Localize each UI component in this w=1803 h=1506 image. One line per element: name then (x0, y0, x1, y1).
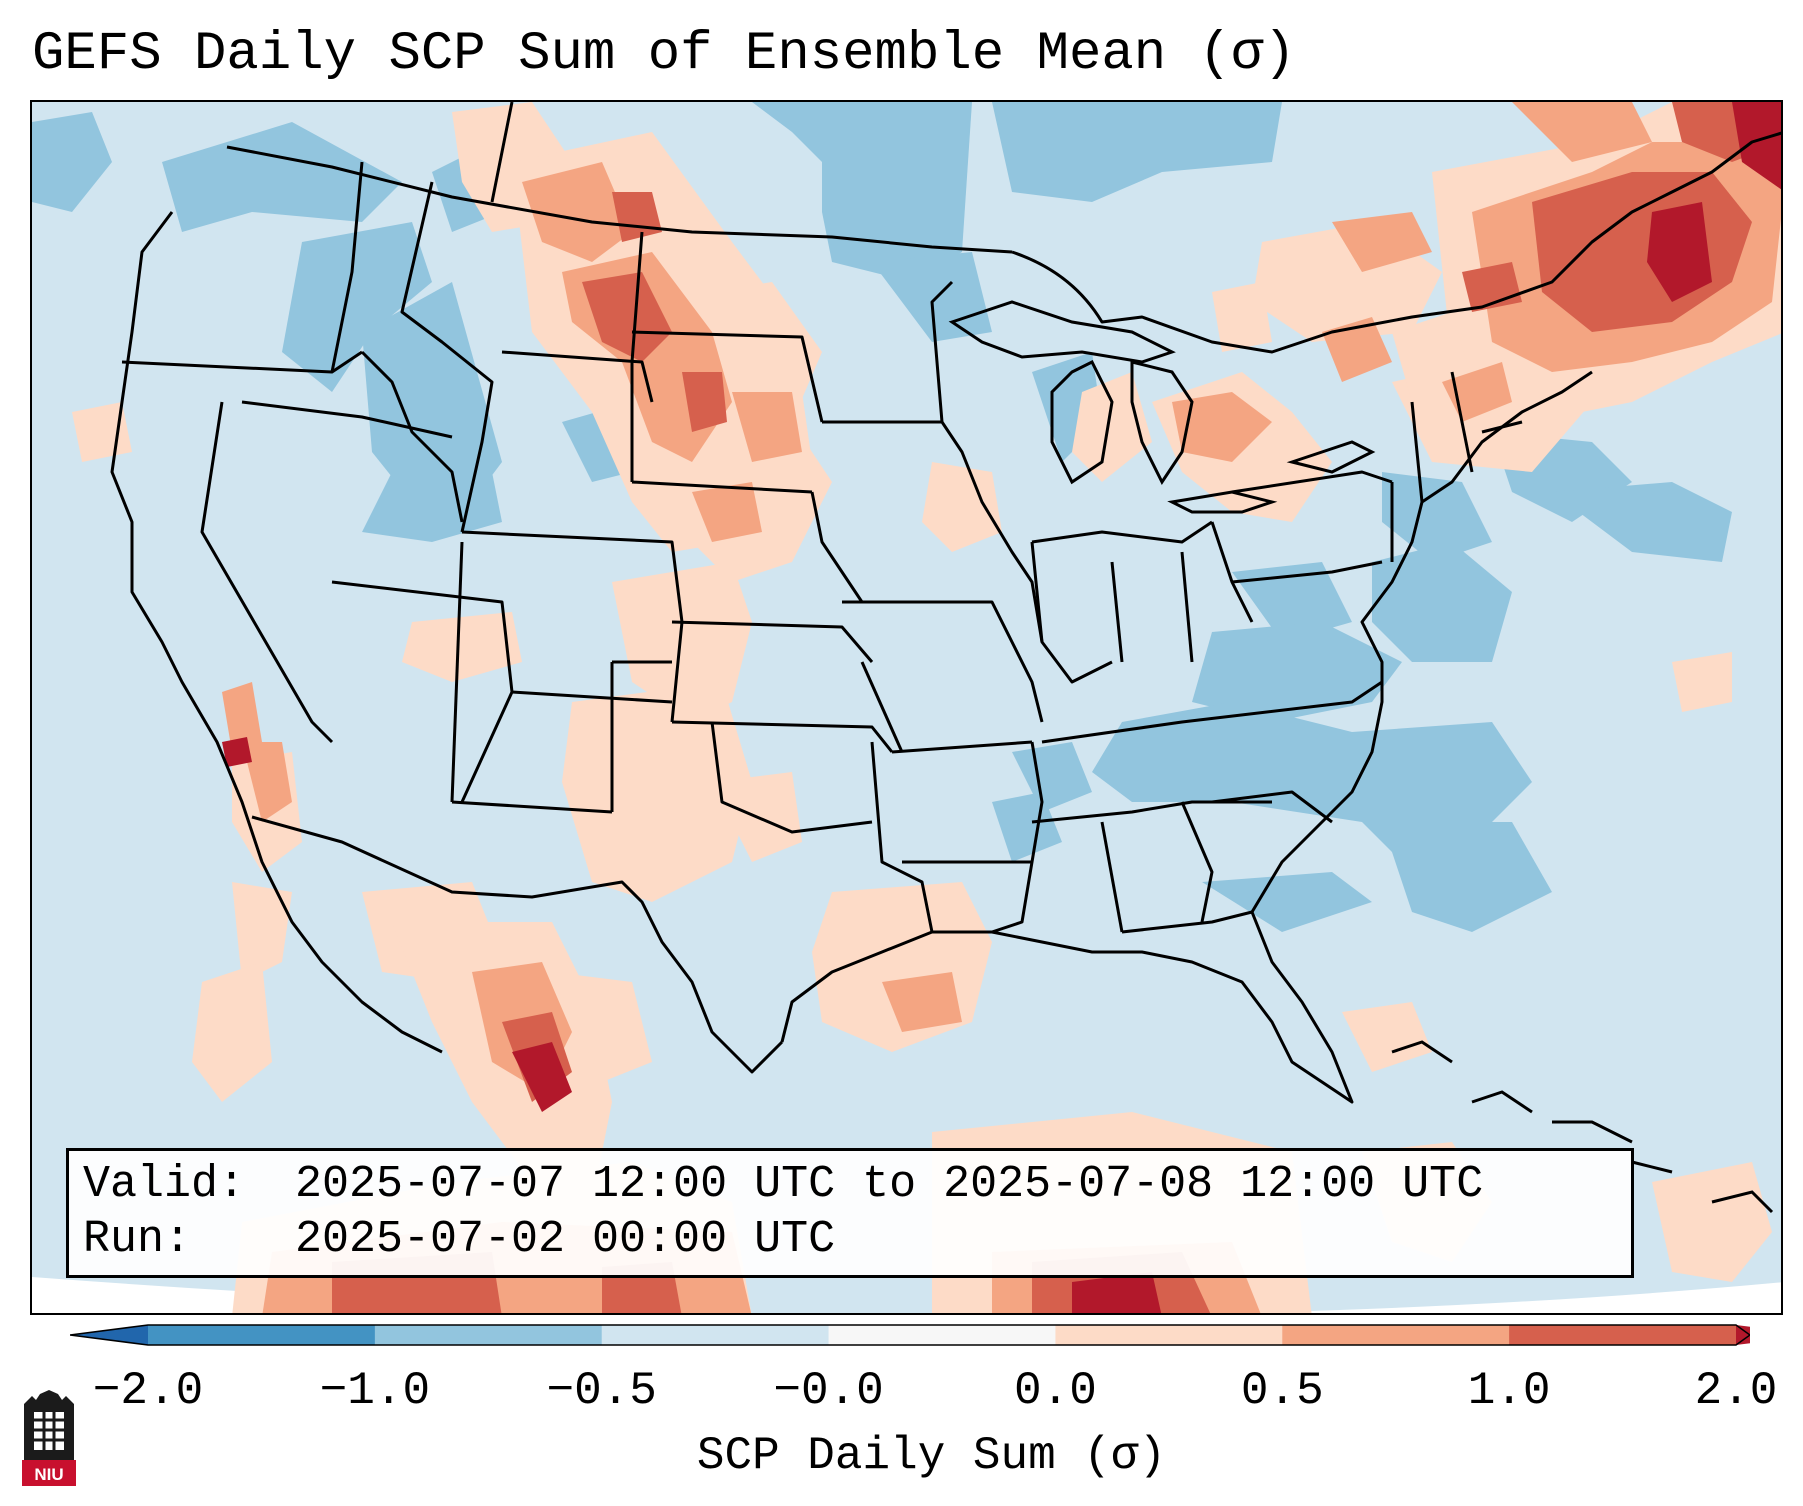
colorbar-segment (148, 1325, 376, 1345)
colorbar-segment (1282, 1325, 1510, 1345)
colorbar-tick-label: 1.0 (1467, 1365, 1551, 1417)
colorbar-tick-label: 0.0 (1014, 1365, 1097, 1417)
validity-info-box: Valid: 2025-07-07 12:00 UTC to 2025-07-08… (66, 1148, 1634, 1278)
colorbar-outline (70, 1324, 1750, 1346)
valid-line: Valid: 2025-07-07 12:00 UTC to 2025-07-08… (83, 1157, 1617, 1212)
projection-edge (32, 1277, 273, 1313)
valid-key: Valid: (83, 1159, 246, 1210)
run-key: Run: (83, 1214, 192, 1265)
colorbar-tick-label: −0.0 (773, 1365, 884, 1417)
state-boundaries (110, 102, 1781, 1104)
colorbar-tick-label: 0.5 (1240, 1365, 1324, 1417)
map-svg (32, 102, 1781, 1313)
colorbar-segment (374, 1325, 603, 1345)
colorbar-segment (1055, 1325, 1283, 1345)
pos-extreme-region (222, 102, 1781, 1313)
valid-value: 2025-07-07 12:00 UTC to 2025-07-08 12:00… (295, 1159, 1484, 1210)
great-lakes (948, 300, 1376, 514)
colorbar-tick-label: 2.0 (1694, 1365, 1778, 1417)
colorbar-label: SCP Daily Sum (σ) (696, 1430, 1167, 1482)
colorbar-segment (1509, 1325, 1737, 1345)
colorbar-segment (828, 1325, 1056, 1345)
map-panel[interactable] (30, 100, 1783, 1315)
logo-text: NIU (34, 1465, 63, 1484)
run-value: 2025-07-02 00:00 UTC (295, 1214, 836, 1265)
run-line: Run: 2025-07-02 00:00 UTC (83, 1212, 1617, 1267)
colorbar (70, 1324, 1750, 1346)
colorbar-tick-label: −2.0 (92, 1365, 204, 1417)
colorbar-tick-label: −1.0 (319, 1365, 431, 1417)
colorbar-extend-high (1736, 1325, 1750, 1345)
colorbar-extend-low (70, 1325, 148, 1345)
colorbar-segment (601, 1325, 830, 1345)
colorbar-segments (148, 1325, 1737, 1345)
positive-anomaly-field (72, 102, 1781, 1313)
caribbean-islands (1391, 1040, 1774, 1214)
chart-title: GEFS Daily SCP Sum of Ensemble Mean (σ) (32, 24, 1296, 85)
niu-logo: NIU (22, 1390, 76, 1486)
colorbar-tick-label: −0.5 (546, 1365, 657, 1417)
